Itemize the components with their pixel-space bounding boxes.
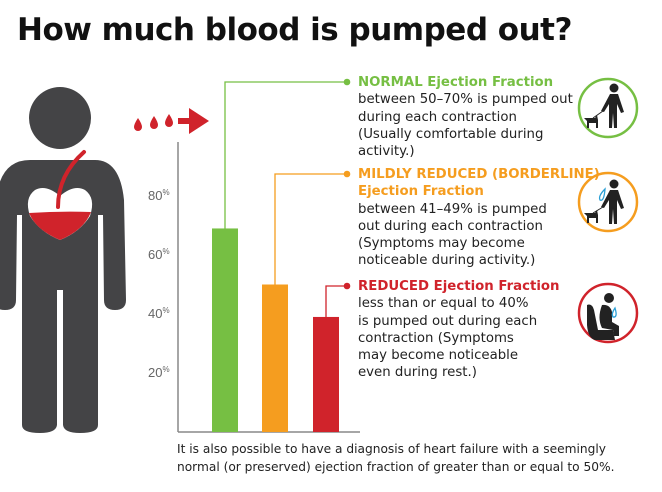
description-line: is pumped out during each (358, 313, 538, 329)
bar-mild (262, 284, 288, 432)
normal-ef-description: NORMAL Ejection Fraction between 50–70% … (358, 74, 573, 160)
reduced-ef-description: REDUCED Ejection Fraction less than or e… (358, 278, 560, 382)
description-line: between 41–49% is pumped (358, 201, 547, 217)
page-title: How much blood is pumped out? (17, 12, 572, 48)
y-tick-label: 60% (148, 247, 170, 262)
person-walking-dog-icon (577, 77, 639, 139)
mild-ef-title: MILDLY REDUCED (BORDERLINE) (358, 167, 600, 182)
mild-ef-description: MILDLY REDUCED (BORDERLINE) Ejection Fra… (358, 166, 600, 270)
description-line: between 50–70% is pumped out (358, 92, 573, 108)
description-line: (Symptoms may become (358, 236, 525, 252)
footer-note: It is also possible to have a diagnosis … (177, 440, 614, 476)
description-line: less than or equal to 40% (358, 296, 529, 312)
description-line: (Usually comfortable during (358, 126, 544, 142)
connector-line (274, 173, 347, 285)
description-line: may become noticeable (358, 348, 519, 364)
person-sitting-sweating-icon (577, 282, 639, 344)
y-tick-label: 20% (148, 365, 170, 380)
footer-line: It is also possible to have a diagnosis … (177, 442, 606, 456)
human-figure-icon (0, 87, 126, 433)
connector-dot (343, 78, 351, 86)
person-walking-dog-sweating-icon (577, 171, 639, 233)
bar-normal (212, 228, 238, 432)
description-line: out during each contraction (358, 218, 543, 234)
description-line: noticeable during activity.) (358, 253, 536, 269)
connector-line (325, 285, 347, 317)
description-line: activity.) (358, 144, 415, 160)
connector-line (224, 81, 347, 229)
mild-ef-title-line-2: Ejection Fraction (358, 184, 484, 200)
connector-dot (343, 282, 351, 290)
description-line: contraction (Symptoms (358, 330, 514, 346)
description-line: even during rest.) (358, 365, 477, 381)
normal-ef-title: NORMAL Ejection Fraction (358, 75, 554, 90)
y-tick-label: 40% (148, 306, 170, 321)
connector-dot (343, 170, 351, 178)
footer-line: normal (or preserved) ejection fraction … (177, 460, 615, 474)
description-line: during each contraction (358, 109, 517, 125)
heart-icon (27, 150, 93, 240)
y-tick-label: 80% (148, 188, 170, 203)
bar-reduced (313, 316, 339, 432)
reduced-ef-title: REDUCED Ejection Fraction (358, 279, 560, 294)
blood-drops-arrow-icon (134, 108, 209, 134)
